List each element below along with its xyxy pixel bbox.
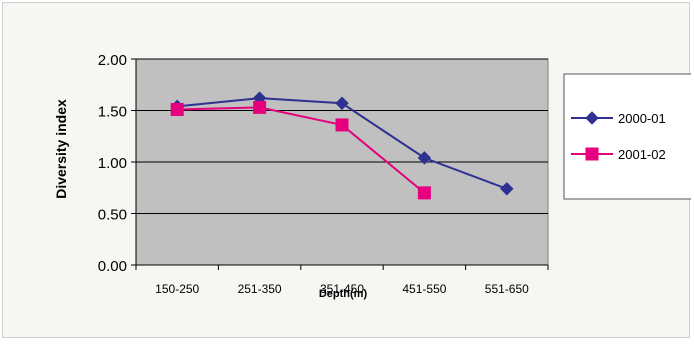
y-tick-label: 0.50 (98, 207, 127, 224)
x-tick-label: 451-550 (402, 282, 446, 296)
x-axis-ticks: 150-250 251-350 351-450 451-550 551-650 (135, 264, 549, 296)
data-point (335, 118, 349, 132)
x-tick-label: 150-250 (155, 282, 199, 296)
legend-item: 2001-02 (571, 147, 666, 162)
legend-label: 2001-02 (618, 147, 666, 162)
legend-box (563, 73, 693, 200)
line-chart: 0.00 0.50 1.00 1.50 2.00 150-250 251-350 351-4… (53, 52, 693, 300)
chart-frame: 0.00 0.50 1.00 1.50 2.00 150-250 251-350 351-4… (2, 2, 693, 338)
legend-label: 2000-01 (618, 111, 666, 126)
x-tick-label: 351-450 (320, 282, 364, 296)
x-axis-label: Depth(m) (319, 288, 368, 300)
legend: 2000-01 2001-02 (563, 73, 693, 200)
data-point (417, 186, 431, 200)
y-tick-label: 1.00 (98, 155, 127, 172)
data-point (335, 96, 349, 110)
y-axis-ticks: 0.00 0.50 1.00 1.50 2.00 (98, 52, 137, 275)
series-layer (170, 91, 514, 200)
y-axis-label: Diversity index (53, 99, 69, 199)
data-point (500, 182, 514, 196)
y-tick-label: 0.00 (98, 258, 127, 275)
data-point (253, 100, 267, 114)
x-tick-label: 251-350 (238, 282, 282, 296)
y-tick-label: 1.50 (98, 104, 127, 121)
gridlines (136, 58, 548, 214)
data-point (417, 151, 432, 165)
series-2000-01 (170, 91, 514, 196)
x-tick-label: 551-650 (485, 282, 529, 296)
series-line (177, 106, 426, 194)
legend-marker (585, 147, 599, 161)
y-tick-label: 2.00 (98, 52, 127, 69)
series-2001-02 (170, 100, 431, 200)
data-point (170, 102, 184, 116)
legend-item: 2000-01 (571, 111, 666, 126)
legend-marker (585, 111, 599, 125)
